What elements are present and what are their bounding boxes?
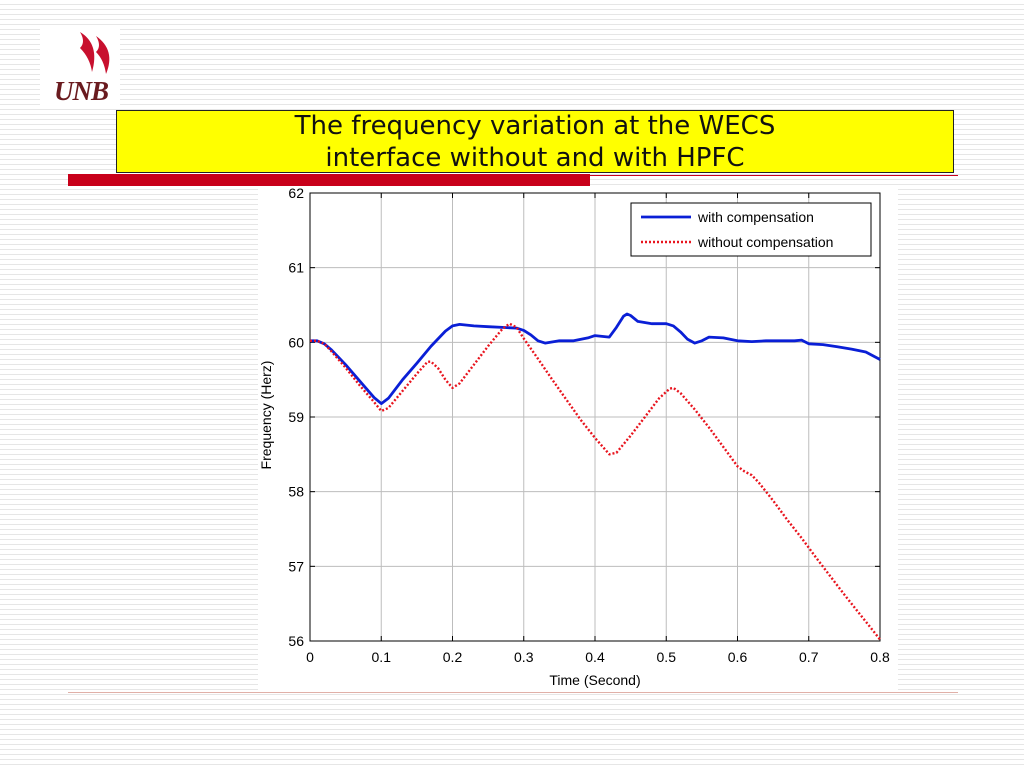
y-tick-label: 57 bbox=[288, 558, 304, 574]
x-tick-label: 0.1 bbox=[372, 649, 392, 665]
x-tick-label: 0.6 bbox=[728, 649, 748, 665]
x-tick-label: 0.8 bbox=[870, 649, 890, 665]
slide-title: The frequency variation at the WECS inte… bbox=[116, 110, 954, 173]
y-axis-label: Frequency (Herz) bbox=[258, 361, 274, 470]
legend-box bbox=[630, 202, 872, 257]
y-tick-label: 60 bbox=[288, 334, 304, 350]
y-tick-label: 58 bbox=[288, 484, 304, 500]
logo-text: UNB bbox=[53, 76, 109, 106]
legend-label-1: with compensation bbox=[697, 209, 814, 225]
y-tick-label: 59 bbox=[288, 409, 304, 425]
accent-bar bbox=[68, 174, 590, 186]
sail-logo-icon bbox=[80, 32, 110, 74]
y-tick-label: 56 bbox=[288, 633, 304, 649]
x-tick-label: 0 bbox=[306, 649, 314, 665]
y-tick-label: 61 bbox=[288, 260, 304, 276]
x-tick-label: 0.4 bbox=[585, 649, 605, 665]
slide-title-line-1: The frequency variation at the WECS bbox=[294, 110, 776, 141]
accent-line bbox=[590, 175, 958, 176]
legend-label-2: without compensation bbox=[697, 234, 833, 250]
unb-logo: UNB bbox=[40, 28, 120, 108]
x-axis-label: Time (Second) bbox=[549, 672, 640, 688]
footer-rule bbox=[68, 692, 958, 693]
x-tick-label: 0.7 bbox=[799, 649, 819, 665]
series-line-1 bbox=[310, 312, 881, 405]
slide-title-line-2: interface without and with HPFC bbox=[325, 142, 745, 173]
x-tick-label: 0.5 bbox=[657, 649, 677, 665]
x-tick-label: 0.3 bbox=[514, 649, 534, 665]
x-tick-label: 0.2 bbox=[443, 649, 463, 665]
series-line-2 bbox=[310, 322, 881, 641]
y-tick-label: 62 bbox=[288, 185, 304, 201]
